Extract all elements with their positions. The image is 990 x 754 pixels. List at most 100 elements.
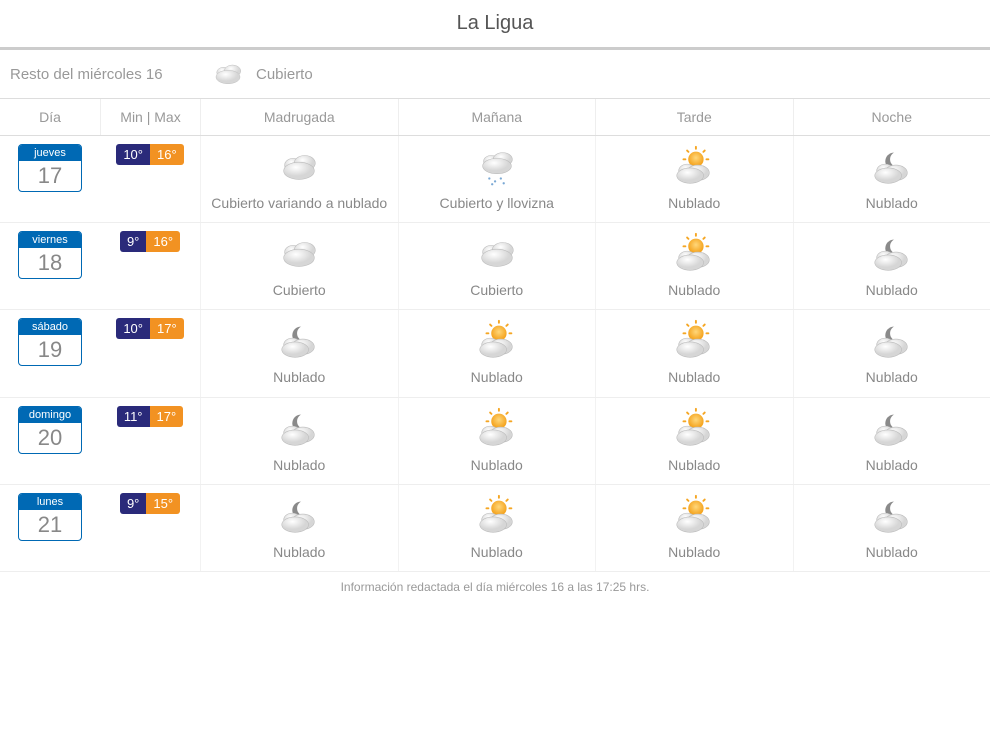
col-header-day: Día — [0, 99, 100, 135]
day-chip[interactable]: lunes 21 — [18, 493, 82, 541]
temp-min: 9° — [120, 493, 146, 514]
period-cell: Nublado — [595, 223, 793, 309]
day-name: lunes — [19, 494, 81, 510]
period-cell: Nublado — [398, 485, 596, 571]
col-header-minmax: Min | Max — [100, 99, 200, 135]
temp-chip: 10° 16° — [116, 144, 183, 165]
period-cell: Nublado — [793, 398, 990, 484]
weather-widget: La Ligua Resto del miércoles 16 Cubierto… — [0, 0, 990, 608]
day-name: jueves — [19, 145, 81, 161]
temp-min: 10° — [116, 144, 150, 165]
day-chip[interactable]: domingo 20 — [18, 406, 82, 454]
period-cell: Nublado — [398, 310, 596, 396]
day-number: 17 — [19, 161, 81, 191]
partly-icon — [671, 318, 717, 364]
temp-cell: 9° 16° — [100, 223, 200, 309]
temp-max: 16° — [146, 231, 180, 252]
current-condition-text: Cubierto — [256, 66, 313, 83]
period-label: Nublado — [866, 543, 918, 561]
day-chip[interactable]: viernes 18 — [18, 231, 82, 279]
partly-icon — [474, 406, 520, 452]
overcast-icon — [210, 56, 246, 92]
overcast-icon — [276, 231, 322, 277]
period-cell: Cubierto variando a nublado — [200, 136, 398, 222]
night-cloudy-icon — [869, 144, 915, 190]
period-label: Cubierto y llovizna — [440, 194, 554, 212]
partly-icon — [474, 493, 520, 539]
table-header: Día Min | Max Madrugada Mañana Tarde Noc… — [0, 99, 990, 136]
col-header-madrugada: Madrugada — [200, 99, 398, 135]
location-title: La Ligua — [0, 0, 990, 47]
period-label: Nublado — [866, 456, 918, 474]
period-cell: Nublado — [793, 485, 990, 571]
period-cell: Nublado — [793, 310, 990, 396]
temp-chip: 9° 16° — [120, 231, 180, 252]
period-cell: Nublado — [398, 398, 596, 484]
forecast-row: sábado 19 10° 17° Nublado — [0, 310, 990, 397]
temp-chip: 11° 17° — [117, 406, 183, 427]
day-name: sábado — [19, 319, 81, 335]
forecast-row: jueves 17 10° 16° Cubierto variando a nu… — [0, 136, 990, 223]
night-cloudy-icon — [276, 318, 322, 364]
night-cloudy-icon — [869, 406, 915, 452]
day-number: 18 — [19, 248, 81, 278]
day-cell: sábado 19 — [0, 310, 100, 396]
col-header-manana: Mañana — [398, 99, 596, 135]
temp-cell: 11° 17° — [100, 398, 200, 484]
period-cell: Nublado — [595, 485, 793, 571]
overcast-icon — [474, 231, 520, 277]
temp-max: 16° — [150, 144, 184, 165]
period-cell: Nublado — [793, 136, 990, 222]
period-label: Nublado — [273, 543, 325, 561]
temp-chip: 10° 17° — [116, 318, 183, 339]
day-chip[interactable]: sábado 19 — [18, 318, 82, 366]
col-header-tarde: Tarde — [595, 99, 793, 135]
period-label: Nublado — [668, 368, 720, 386]
period-cell: Nublado — [200, 310, 398, 396]
temp-min: 10° — [116, 318, 150, 339]
col-header-noche: Noche — [793, 99, 990, 135]
period-label: Cubierto — [273, 281, 326, 299]
day-cell: lunes 21 — [0, 485, 100, 571]
current-conditions-row: Resto del miércoles 16 Cubierto — [0, 50, 990, 99]
period-label: Cubierto variando a nublado — [211, 194, 387, 212]
overcast-icon — [276, 144, 322, 190]
day-chip[interactable]: jueves 17 — [18, 144, 82, 192]
day-cell: jueves 17 — [0, 136, 100, 222]
drizzle-icon — [474, 144, 520, 190]
footer-text: Información redactada el día miércoles 1… — [0, 572, 990, 608]
partly-icon — [671, 144, 717, 190]
night-cloudy-icon — [869, 231, 915, 277]
partly-icon — [474, 318, 520, 364]
temp-cell: 10° 17° — [100, 310, 200, 396]
current-condition: Cubierto — [200, 50, 990, 98]
period-label: Nublado — [471, 368, 523, 386]
day-cell: domingo 20 — [0, 398, 100, 484]
night-cloudy-icon — [276, 406, 322, 452]
period-label: Nublado — [471, 456, 523, 474]
period-label: Nublado — [866, 194, 918, 212]
period-cell: Nublado — [200, 485, 398, 571]
period-label: Cubierto — [470, 281, 523, 299]
temp-cell: 10° 16° — [100, 136, 200, 222]
day-number: 20 — [19, 423, 81, 453]
forecast-body: jueves 17 10° 16° Cubierto variando a nu… — [0, 136, 990, 572]
temp-max: 15° — [146, 493, 180, 514]
period-cell: Nublado — [595, 136, 793, 222]
period-label: Nublado — [668, 543, 720, 561]
period-label: Nublado — [668, 281, 720, 299]
temp-min: 9° — [120, 231, 146, 252]
day-number: 19 — [19, 335, 81, 365]
night-cloudy-icon — [276, 493, 322, 539]
day-name: viernes — [19, 232, 81, 248]
forecast-row: domingo 20 11° 17° Nublado — [0, 398, 990, 485]
period-cell: Cubierto — [200, 223, 398, 309]
period-label: Nublado — [866, 368, 918, 386]
temp-cell: 9° 15° — [100, 485, 200, 571]
period-cell: Nublado — [793, 223, 990, 309]
night-cloudy-icon — [869, 493, 915, 539]
partly-icon — [671, 231, 717, 277]
temp-chip: 9° 15° — [120, 493, 180, 514]
day-number: 21 — [19, 510, 81, 540]
period-cell: Nublado — [595, 398, 793, 484]
